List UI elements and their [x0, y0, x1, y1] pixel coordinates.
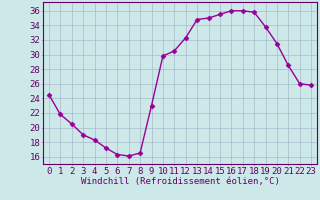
X-axis label: Windchill (Refroidissement éolien,°C): Windchill (Refroidissement éolien,°C) [81, 177, 279, 186]
